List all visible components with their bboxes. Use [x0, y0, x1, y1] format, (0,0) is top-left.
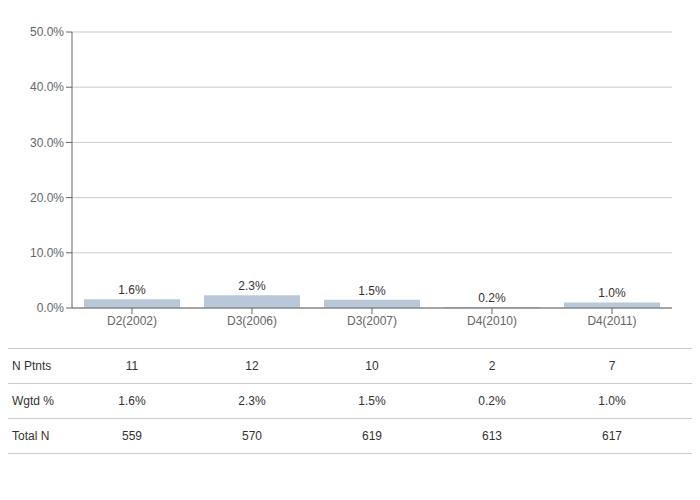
html-text:0.2%: 0.2%	[478, 394, 506, 408]
svg-text:D2(2002): D2(2002)	[107, 314, 157, 328]
svg-text:30.0%: 30.0%	[30, 136, 64, 150]
svg-text:0.0%: 0.0%	[37, 301, 65, 315]
html-text:N Ptnts: N Ptnts	[12, 359, 52, 373]
html-text:617: 617	[602, 429, 622, 443]
html-text:7: 7	[608, 359, 616, 373]
svg-text:D3(2006): D3(2006)	[227, 314, 277, 328]
html-text:2: 2	[488, 359, 496, 373]
html-text:11: 11	[125, 359, 139, 373]
html-text:12: 12	[245, 359, 259, 373]
svg-text:10.0%: 10.0%	[30, 246, 64, 260]
html-text:559: 559	[122, 429, 142, 443]
svg-text:1.0%: 1.0%	[598, 286, 626, 300]
svg-text:1.6%: 1.6%	[118, 283, 146, 297]
html-text:570: 570	[242, 429, 262, 443]
html-text:619: 619	[362, 429, 382, 443]
svg-text:D4(2010): D4(2010)	[467, 314, 517, 328]
html-text:Wgtd %: Wgtd %	[12, 394, 54, 408]
html-text:1.6%: 1.6%	[118, 394, 146, 408]
html-text:613: 613	[482, 429, 502, 443]
html-text:Total N: Total N	[12, 429, 50, 443]
svg-text:D3(2007): D3(2007)	[347, 314, 397, 328]
html-text:2.3%: 2.3%	[238, 394, 266, 408]
html-text:1.5%: 1.5%	[358, 394, 386, 408]
html-text:10: 10	[365, 359, 379, 373]
svg-text:2.3%: 2.3%	[238, 279, 266, 293]
svg-text:1.5%: 1.5%	[358, 284, 386, 298]
svg-text:50.0%: 50.0%	[30, 25, 64, 39]
svg-text:D4(2011): D4(2011)	[587, 314, 636, 328]
html-text:1.0%: 1.0%	[598, 394, 626, 408]
svg-text:40.0%: 40.0%	[30, 80, 64, 94]
svg-text:0.2%: 0.2%	[478, 291, 506, 305]
svg-text:20.0%: 20.0%	[30, 191, 64, 205]
